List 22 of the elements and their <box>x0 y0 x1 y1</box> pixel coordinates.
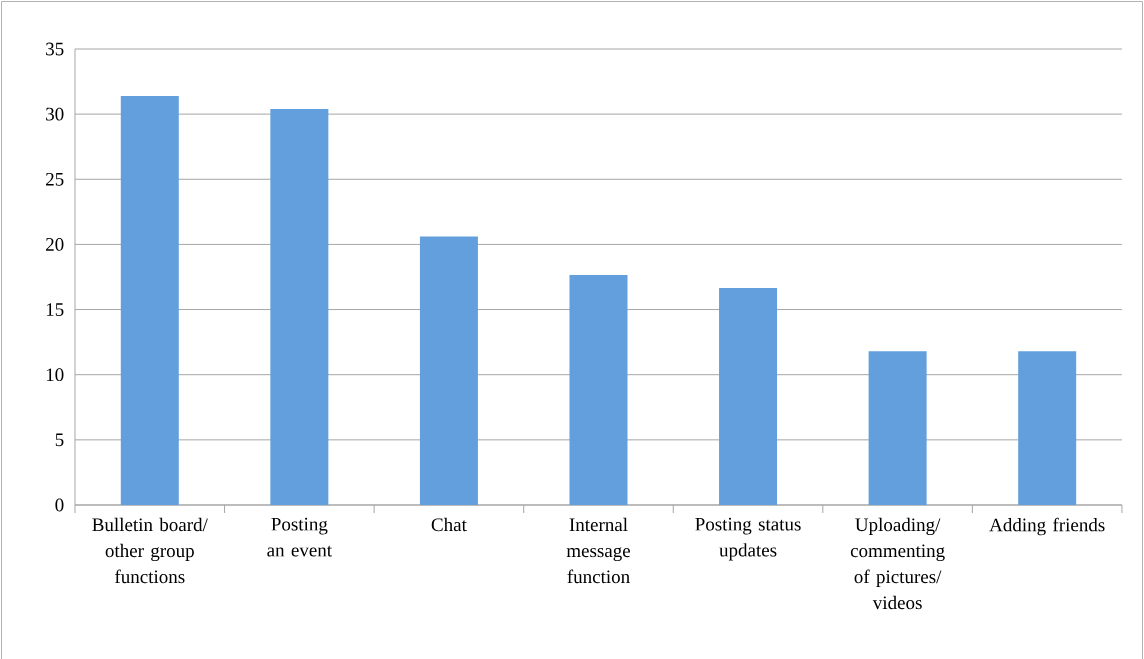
x-tick-label: Adding friends <box>989 517 1105 536</box>
y-tick-label: 30 <box>46 107 64 121</box>
x-tick-label: Internal message function <box>566 517 631 584</box>
y-tick-label: 25 <box>46 172 64 186</box>
bar <box>270 108 329 505</box>
bar <box>1018 351 1077 505</box>
x-tick-label: Posting an event <box>267 517 332 557</box>
x-tick-label: Bulletin board/ other group functions <box>92 517 208 584</box>
y-tick-label: 15 <box>46 303 64 316</box>
bar <box>419 236 478 505</box>
x-tick-label: Posting status updates <box>695 517 801 561</box>
bar <box>569 275 628 505</box>
bar <box>120 95 179 505</box>
x-tick-label: Chat <box>431 517 467 532</box>
y-tick-label: 5 <box>55 433 64 447</box>
x-tick-label: Uploading/ commenting of pictures/ videos <box>850 517 945 610</box>
bar <box>719 288 778 505</box>
y-tick-label: 10 <box>46 368 64 382</box>
y-tick-label: 0 <box>55 498 64 512</box>
y-tick-label: 20 <box>46 238 64 251</box>
bar <box>868 351 927 505</box>
y-tick-label: 35 <box>46 42 64 56</box>
